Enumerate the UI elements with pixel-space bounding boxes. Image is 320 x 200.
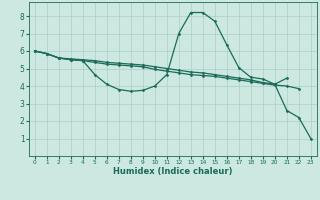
X-axis label: Humidex (Indice chaleur): Humidex (Indice chaleur) [113,167,233,176]
